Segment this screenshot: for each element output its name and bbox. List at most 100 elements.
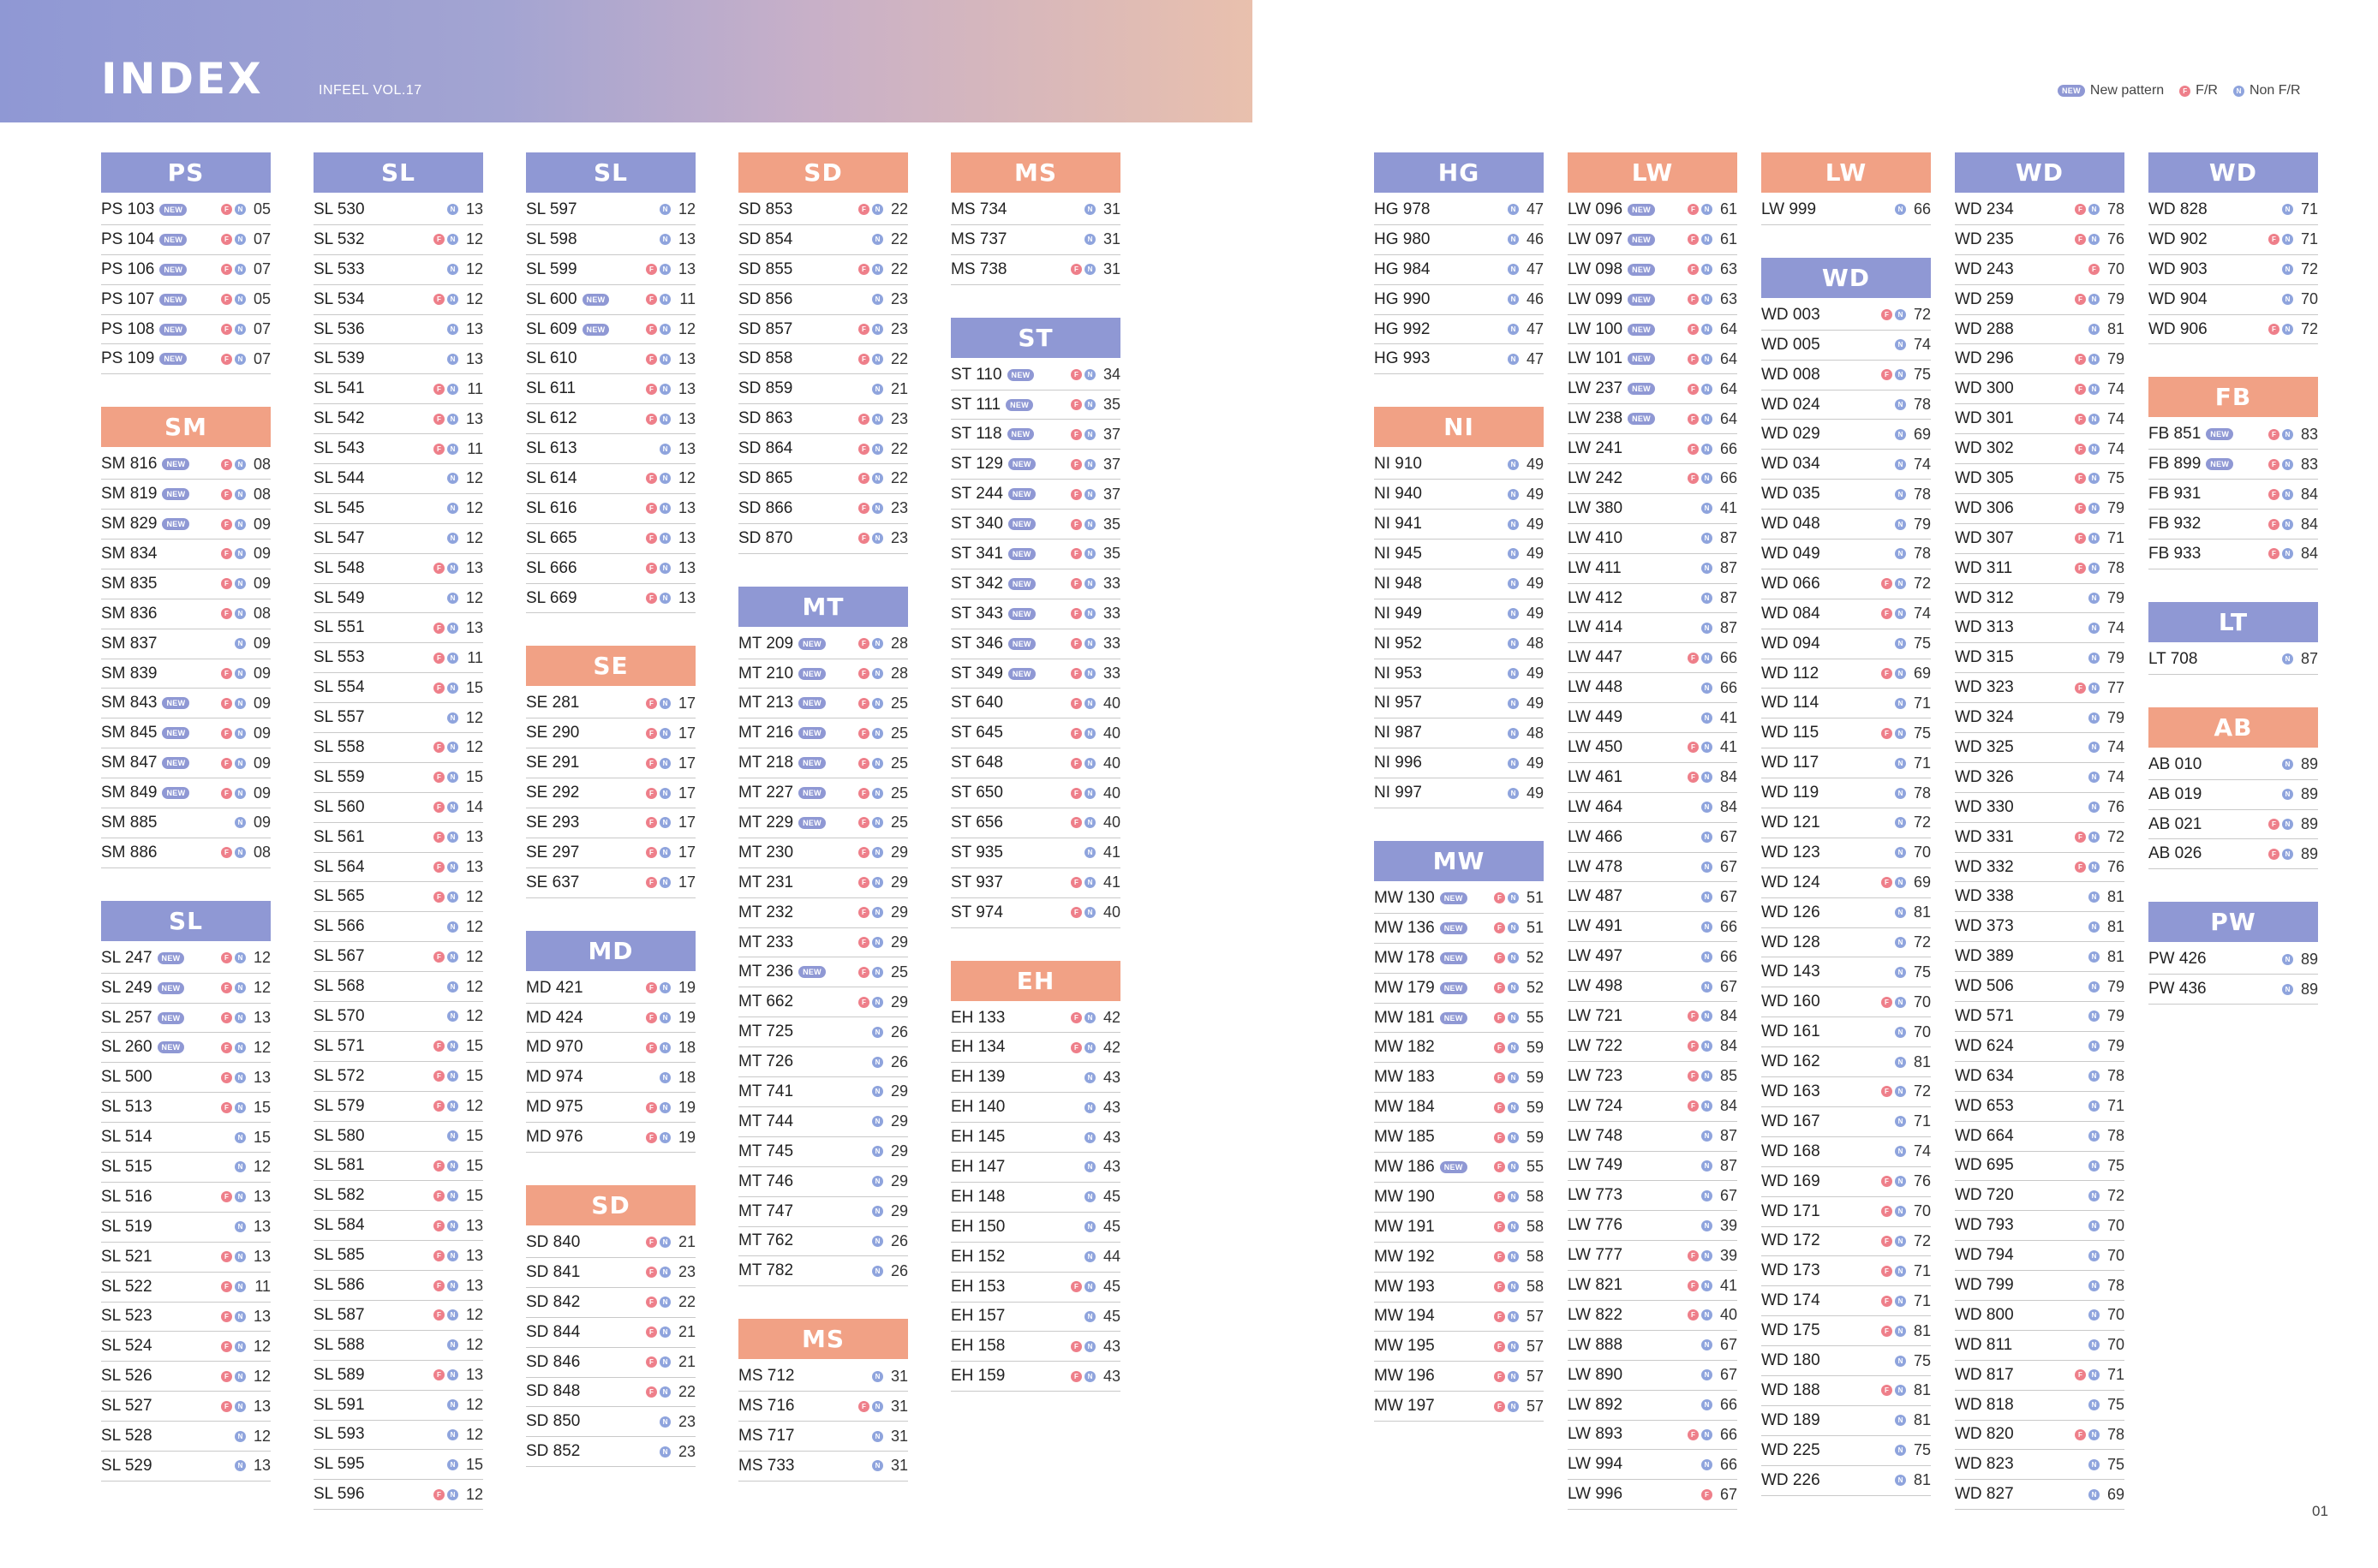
page-ref: 09	[253, 575, 271, 593]
non-fire-retardant-icon: N	[447, 1309, 458, 1321]
non-fire-retardant-icon: N	[1895, 1206, 1906, 1218]
page-ref: 84	[2300, 485, 2318, 503]
fire-retardant-icon: F	[1494, 1161, 1505, 1173]
index-row: PW 436 N 89	[2148, 975, 2318, 1005]
non-fire-retardant-icon: N	[2282, 983, 2293, 995]
marks: F N 42	[1071, 1009, 1120, 1027]
fire-retardant-icon: F	[1881, 1176, 1892, 1188]
index-section: SL SL 247 NEW F N 12 SL 249 NEW F N 12 SL 257 NEW F N 1…	[101, 900, 271, 1482]
non-fire-retardant-icon: N	[1895, 204, 1906, 216]
pattern-code: LW 097	[1568, 230, 1623, 248]
fire-retardant-icon: F	[433, 862, 445, 873]
page-ref: 67	[1719, 1186, 1737, 1204]
non-fire-retardant-icon: N	[1895, 1116, 1906, 1128]
page-ref: 58	[1526, 1248, 1544, 1266]
new-badge-icon: NEW	[157, 951, 185, 964]
marks: F N 57	[1494, 1368, 1544, 1386]
fire-retardant-icon: F	[1494, 1310, 1505, 1322]
page-ref: 25	[890, 963, 908, 981]
marks: F N 12	[433, 948, 483, 966]
marks: N 71	[1895, 754, 1931, 772]
pattern-code: WD 172	[1761, 1231, 1820, 1250]
non-fire-retardant-icon: N	[235, 757, 246, 769]
non-fire-retardant-icon: N	[872, 473, 883, 485]
fire-retardant-icon: F	[1688, 1070, 1699, 1082]
index-row: ST 341 NEW F N 35	[951, 540, 1120, 569]
non-fire-retardant-icon: N	[447, 862, 458, 873]
non-fire-retardant-icon: N	[1508, 1221, 1519, 1233]
fire-retardant-icon: F	[1071, 817, 1082, 829]
new-badge-icon: NEW	[1439, 951, 1467, 964]
page-ref: 75	[1913, 1351, 1931, 1369]
page-ref: 23	[678, 1263, 696, 1281]
marks: N 74	[1895, 336, 1931, 354]
index-row: WD 331 F N 72	[1955, 823, 2124, 853]
pattern-code: SL 524	[101, 1337, 152, 1356]
page-ref: 12	[465, 1007, 483, 1025]
page-ref: 44	[1102, 1248, 1120, 1266]
pattern-code: MT 227	[738, 784, 794, 802]
pattern-code: MW 190	[1374, 1187, 1435, 1206]
page-ref: 67	[1719, 1485, 1737, 1503]
page-ref: 49	[1526, 485, 1544, 503]
marks: F N 11	[433, 380, 483, 398]
marks: F N 15	[433, 1187, 483, 1205]
pattern-code: WD 034	[1761, 455, 1820, 474]
fire-retardant-icon: F	[221, 234, 232, 246]
pattern-code: LW 100	[1568, 319, 1623, 338]
fire-retardant-icon: F	[646, 1012, 657, 1024]
page-ref: 18	[678, 1068, 696, 1086]
pattern-code: NI 987	[1374, 724, 1422, 742]
non-fire-retardant-icon: N	[872, 1460, 883, 1472]
marks: N 69	[1895, 426, 1931, 444]
marks: F N 84	[2268, 486, 2318, 504]
page-ref: 40	[1719, 1306, 1737, 1324]
marks: F 70	[2088, 260, 2124, 278]
non-fire-retardant-icon: N	[872, 638, 883, 650]
index-row: WD 121 N 72	[1761, 808, 1931, 838]
marks: F N 09	[221, 784, 271, 802]
page-ref: 13	[678, 230, 696, 248]
pattern-code: SL 588	[314, 1335, 365, 1354]
pattern-code: PS 106	[101, 259, 155, 278]
marks: F N 79	[2075, 350, 2124, 368]
fire-retardant-icon: F	[2075, 862, 2086, 873]
index-row: MD 421 F N 19	[526, 974, 696, 1004]
index-row: WD 008 F N 75	[1761, 361, 1931, 391]
pattern-code: LW 449	[1568, 708, 1623, 727]
index-row: SL 247 NEW F N 12	[101, 944, 271, 974]
page-ref: 67	[1719, 828, 1737, 846]
fire-retardant-icon: F	[221, 608, 232, 620]
pattern-code: ST 656	[951, 813, 1003, 832]
marks: F N 19	[646, 979, 696, 997]
non-fire-retardant-icon: N	[1895, 488, 1906, 500]
page-ref: 79	[2106, 648, 2124, 666]
index-section: WD WD 828 N 71 WD 902 F N 71 WD 903 N 72 WD 904 N 70 W…	[2148, 152, 2318, 345]
non-fire-retardant-icon: N	[1084, 608, 1096, 620]
section-rows: PW 426 N 89 PW 436 N 89	[2148, 945, 2318, 1005]
index-row: SE 297 F N 17	[526, 838, 696, 868]
non-fire-retardant-icon: N	[1508, 1281, 1519, 1293]
page-ref: 72	[1913, 1082, 1931, 1100]
fire-retardant-icon: F	[433, 413, 445, 425]
marks: N 75	[1895, 1352, 1931, 1370]
index-row: WD 180 N 75	[1761, 1346, 1931, 1376]
index-row: WD 143 N 75	[1761, 957, 1931, 988]
marks: F N 23	[858, 320, 908, 338]
marks: F N 17	[646, 784, 696, 802]
index-row: SL 579 F N 12	[314, 1092, 483, 1122]
pattern-code: WD 307	[1955, 528, 2014, 547]
section-rows: FB 851 NEW F N 83 FB 899 NEW F N 83 FB 931 F N 84 FB 9…	[2148, 420, 2318, 569]
pattern-code: MT 231	[738, 873, 794, 891]
index-section: NI NI 910 N 49 NI 940 N 49 NI 941 N 49 NI 945 N 49 NI…	[1374, 407, 1544, 809]
fire-retardant-icon: F	[433, 443, 445, 455]
marks: F N 13	[433, 1247, 483, 1265]
marks: F N 22	[858, 260, 908, 278]
page-ref: 09	[253, 784, 271, 802]
marks: N 41	[1701, 499, 1737, 517]
pattern-code: WD 817	[1955, 1365, 2014, 1384]
pattern-code: WD 259	[1955, 289, 2014, 308]
marks: F N 25	[858, 784, 908, 802]
index-column: HG HG 978 N 47 HG 980 N 46 HG 984 N 47 HG 990 N 46 HG…	[1374, 152, 1544, 1422]
marks: F N 43	[1071, 1368, 1120, 1386]
